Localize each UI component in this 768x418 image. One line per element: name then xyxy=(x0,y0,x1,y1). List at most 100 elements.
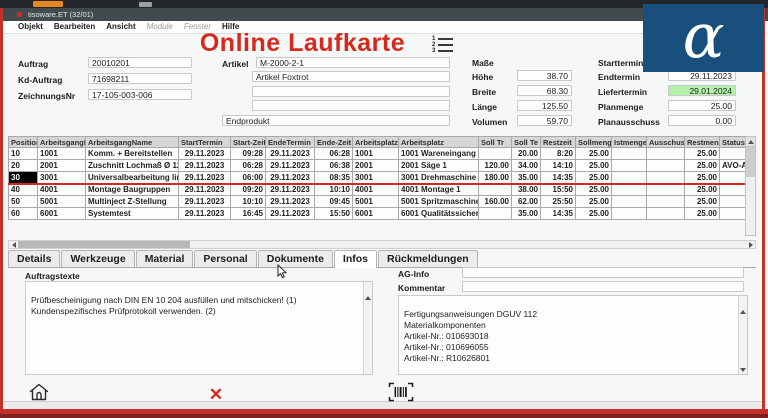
cell-restzeit[interactable]: 14:35 xyxy=(540,207,576,220)
artikel-name-field[interactable] xyxy=(252,71,450,82)
cell-restzeit[interactable]: 14:10 xyxy=(540,159,576,172)
cell-agname[interactable]: Komm. + Bereitstellen xyxy=(85,147,179,160)
cell-endetermin[interactable]: 29.11.2023 xyxy=(265,183,315,196)
cell-sollte[interactable]: 62.00 xyxy=(511,195,541,208)
cell-istmenge[interactable] xyxy=(611,159,647,172)
cell-position[interactable]: 20 xyxy=(8,159,38,172)
cell-sollmenge[interactable]: 25.00 xyxy=(575,195,612,208)
cell-endetermin[interactable]: 29.11.2023 xyxy=(265,207,315,220)
scrollbar-thumb[interactable] xyxy=(746,147,755,177)
menu-item-objekt[interactable]: Objekt xyxy=(18,22,43,31)
cell-endetermin[interactable]: 29.11.2023 xyxy=(265,159,315,172)
column-header-platznr[interactable]: ArbeitsplatzNr xyxy=(352,136,399,148)
cell-restzeit[interactable]: 15:50 xyxy=(540,183,576,196)
cell-ausschuss[interactable] xyxy=(646,159,685,172)
cell-endetermin[interactable]: 29.11.2023 xyxy=(265,195,315,208)
column-header-platz[interactable]: Arbeitsplatz xyxy=(398,136,479,148)
table-horizontal-scrollbar[interactable] xyxy=(8,240,756,249)
planmenge-field[interactable] xyxy=(668,100,736,111)
menu-item-module[interactable]: Module xyxy=(146,22,173,31)
cell-position[interactable]: 10 xyxy=(8,147,38,160)
cell-sollte[interactable]: 34.00 xyxy=(511,159,541,172)
scroll-up-icon[interactable] xyxy=(364,293,372,302)
menu-item-bearbeiten[interactable]: Bearbeiten xyxy=(53,22,96,31)
cell-istmenge[interactable] xyxy=(611,207,647,220)
table-vertical-scrollbar[interactable] xyxy=(745,136,756,236)
cell-restzeit[interactable]: 25:50 xyxy=(540,195,576,208)
cell-status[interactable] xyxy=(719,195,746,208)
cell-agnr[interactable]: 4001 xyxy=(37,183,86,196)
cell-endezeit[interactable]: 10:10 xyxy=(314,183,353,196)
cell-solltr[interactable]: 120.00 xyxy=(478,159,512,172)
cell-istmenge[interactable] xyxy=(611,171,647,184)
breite-field[interactable] xyxy=(517,85,572,96)
kd-auftrag-field[interactable] xyxy=(88,73,192,84)
chrome-tab[interactable] xyxy=(139,2,152,7)
cell-startzeit[interactable]: 09:20 xyxy=(230,183,266,196)
cell-solltr[interactable]: 160.00 xyxy=(478,195,512,208)
cell-platz[interactable]: 3001 Drehmaschine 1 xyxy=(398,171,479,184)
cell-sollte[interactable]: 35.00 xyxy=(511,171,541,184)
laenge-field[interactable] xyxy=(517,100,572,111)
menu-item-hilfe[interactable]: Hilfe xyxy=(221,22,240,31)
cell-endetermin[interactable]: 29.11.2023 xyxy=(265,147,315,160)
column-header-sollte[interactable]: Soll Te xyxy=(511,136,541,148)
tab-material[interactable]: Material xyxy=(135,250,194,267)
cell-agname[interactable]: Montage Baugruppen xyxy=(85,183,179,196)
cell-platz[interactable]: 1001 Wareneingang xyxy=(398,147,479,160)
cell-startzeit[interactable]: 16:45 xyxy=(230,207,266,220)
cell-ausschuss[interactable] xyxy=(646,207,685,220)
menu-item-fenster[interactable]: Fenster xyxy=(183,22,211,31)
column-header-agnr[interactable]: ArbeitsgangNr xyxy=(37,136,86,148)
tab-infos[interactable]: Infos xyxy=(333,250,378,268)
cell-restzeit[interactable]: 14:35 xyxy=(540,171,576,184)
cell-endezeit[interactable]: 15:50 xyxy=(314,207,353,220)
kommentar-textbox[interactable]: Fertigungsanweisungen DGUV 112 Materialk… xyxy=(398,295,748,375)
cell-agname[interactable]: Systemtest xyxy=(85,207,179,220)
cell-restmenge[interactable]: 25.00 xyxy=(684,207,720,220)
cell-platznr[interactable]: 4001 xyxy=(352,183,399,196)
scroll-up-icon[interactable] xyxy=(739,307,747,316)
cell-ausschuss[interactable] xyxy=(646,195,685,208)
scroll-right-icon[interactable] xyxy=(746,241,755,248)
cell-restmenge[interactable]: 25.00 xyxy=(684,147,720,160)
home-button[interactable] xyxy=(26,381,52,405)
volumen-field[interactable] xyxy=(517,115,572,126)
cell-istmenge[interactable] xyxy=(611,183,647,196)
endprodukt-field[interactable] xyxy=(222,115,450,126)
cell-sollte[interactable]: 20.00 xyxy=(511,147,541,160)
ag-info-field[interactable] xyxy=(462,267,744,278)
column-header-endetermin[interactable]: EndeTermin xyxy=(265,136,315,148)
scroll-left-icon[interactable] xyxy=(9,241,18,248)
cell-agname[interactable]: Zuschnitt Lochmaß Ø 120mm xyxy=(85,159,179,172)
kommentar-field[interactable] xyxy=(462,281,744,292)
cell-status[interactable] xyxy=(719,207,746,220)
cell-platznr[interactable]: 5001 xyxy=(352,195,399,208)
cell-startzeit[interactable]: 06:28 xyxy=(230,159,266,172)
cell-platznr[interactable]: 2001 xyxy=(352,159,399,172)
orange-chrome-button[interactable] xyxy=(33,1,63,7)
cell-endetermin[interactable]: 29.11.2023 xyxy=(265,171,315,184)
cell-sollmenge[interactable]: 25.00 xyxy=(575,183,612,196)
barcode-button[interactable] xyxy=(388,381,414,405)
textbox-scrollbar[interactable] xyxy=(363,282,372,374)
cell-status[interactable] xyxy=(719,171,746,184)
cell-platz[interactable]: 4001 Montage 1 xyxy=(398,183,479,196)
artikel-extra1-field[interactable] xyxy=(252,86,450,97)
cell-position[interactable]: 60 xyxy=(8,207,38,220)
cell-sollte[interactable]: 38.00 xyxy=(511,183,541,196)
cell-agnr[interactable]: 3001 xyxy=(37,171,86,184)
liefertermin-field[interactable] xyxy=(668,85,736,96)
cell-solltr[interactable]: 180.00 xyxy=(478,171,512,184)
hoehe-field[interactable] xyxy=(517,70,572,81)
cell-endezeit[interactable]: 06:28 xyxy=(314,147,353,160)
tab-werkzeuge[interactable]: Werkzeuge xyxy=(61,250,135,267)
column-header-starttermin[interactable]: StartTermin xyxy=(178,136,231,148)
cell-istmenge[interactable] xyxy=(611,147,647,160)
cell-agnr[interactable]: 6001 xyxy=(37,207,86,220)
scroll-up-icon[interactable] xyxy=(746,137,755,147)
planausschuss-field[interactable] xyxy=(668,115,736,126)
cell-startzeit[interactable]: 09:28 xyxy=(230,147,266,160)
cell-starttermin[interactable]: 29.11.2023 xyxy=(178,147,231,160)
column-header-restmenge[interactable]: Restmenge xyxy=(684,136,720,148)
